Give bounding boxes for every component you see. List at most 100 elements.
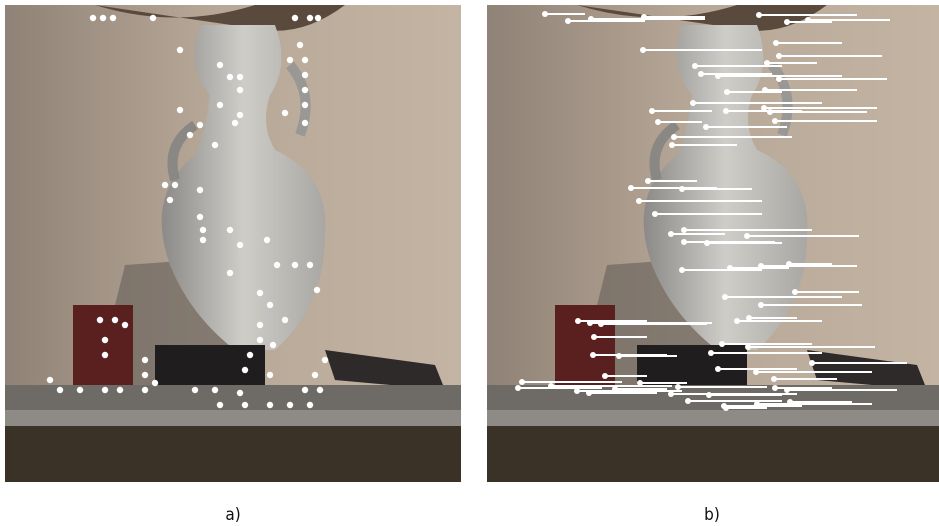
track-point	[565, 18, 571, 24]
feature-point	[57, 387, 63, 393]
caption: b)	[704, 505, 720, 525]
track-point	[787, 399, 793, 405]
track-point	[776, 76, 782, 82]
feature-point	[287, 57, 293, 63]
track-point	[724, 89, 730, 95]
track-point	[809, 360, 815, 366]
feature-point	[237, 242, 243, 248]
track-point	[588, 16, 594, 22]
feature-point	[47, 377, 53, 383]
feature-point	[302, 102, 308, 108]
track-point	[784, 19, 790, 25]
feature-point	[192, 387, 198, 393]
feature-point	[200, 227, 206, 233]
feature-point	[142, 372, 148, 378]
track-point	[758, 263, 764, 269]
track-point	[616, 353, 622, 359]
feature-point	[227, 227, 233, 233]
panel-a	[5, 5, 461, 482]
feature-point	[264, 237, 270, 243]
feature-point	[77, 387, 83, 393]
feature-point	[302, 57, 308, 63]
track-point	[734, 318, 740, 324]
track-point	[698, 71, 704, 77]
track-point	[753, 369, 759, 375]
feature-point	[217, 62, 223, 68]
feature-point	[200, 237, 206, 243]
feature-point	[302, 72, 308, 78]
feature-point	[237, 74, 243, 80]
feature-point	[142, 357, 148, 363]
track-point	[612, 386, 618, 392]
track-point	[767, 109, 773, 115]
track-point	[669, 142, 675, 148]
track-point	[704, 240, 710, 246]
feature-point	[242, 367, 248, 373]
feature-point	[282, 110, 288, 116]
figure: a) b)	[0, 0, 939, 526]
feature-point	[257, 337, 263, 343]
track-point	[690, 100, 696, 106]
feature-point	[212, 387, 218, 393]
track-point	[591, 334, 597, 340]
feature-point	[100, 15, 106, 21]
track-point	[671, 134, 677, 140]
feature-point	[322, 357, 328, 363]
track-point	[649, 108, 655, 114]
track-point	[575, 318, 581, 324]
track-point	[703, 124, 709, 130]
feature-point	[307, 402, 313, 408]
track-point	[805, 17, 811, 23]
track-point	[756, 12, 762, 18]
track-point	[773, 40, 779, 46]
feature-point	[177, 47, 183, 53]
track-point	[681, 227, 687, 233]
feature-point	[297, 42, 303, 48]
track-point	[636, 198, 642, 204]
feature-point	[267, 372, 273, 378]
feature-point	[217, 102, 223, 108]
track-point	[519, 379, 525, 385]
track-point	[792, 289, 798, 295]
feature-point	[162, 182, 168, 188]
feature-point	[257, 290, 263, 296]
feature-point	[232, 120, 238, 126]
track-point	[602, 373, 608, 379]
feature-point	[314, 287, 320, 293]
feature-point	[237, 112, 243, 118]
feature-point	[142, 387, 148, 393]
feature-point	[307, 262, 313, 268]
track-point	[723, 108, 729, 114]
track-point	[542, 11, 548, 17]
track-point	[668, 391, 674, 397]
track-point	[761, 105, 767, 111]
feature-point	[227, 74, 233, 80]
track-point	[772, 118, 778, 124]
feature-point	[102, 337, 108, 343]
feature-point	[287, 402, 293, 408]
feature-point	[172, 182, 178, 188]
track-point	[685, 398, 691, 404]
feature-point	[307, 15, 313, 21]
feature-point	[267, 402, 273, 408]
feature-point	[102, 352, 108, 358]
feature-point	[97, 317, 103, 323]
track-point	[640, 47, 646, 53]
track-point	[772, 385, 778, 391]
track-point	[681, 239, 687, 245]
feature-point	[302, 120, 308, 126]
feature-point	[257, 322, 263, 328]
track-point	[762, 87, 768, 93]
feature-point	[282, 317, 288, 323]
feature-point	[247, 352, 253, 358]
track-point	[679, 186, 685, 192]
track-point	[628, 185, 634, 191]
feature-point	[312, 372, 318, 378]
feature-point	[150, 15, 156, 21]
track-point	[590, 352, 596, 358]
feature-point	[152, 380, 158, 386]
feature-point	[237, 390, 243, 396]
feature-point	[117, 387, 123, 393]
feature-point	[217, 402, 223, 408]
feature-point	[302, 387, 308, 393]
